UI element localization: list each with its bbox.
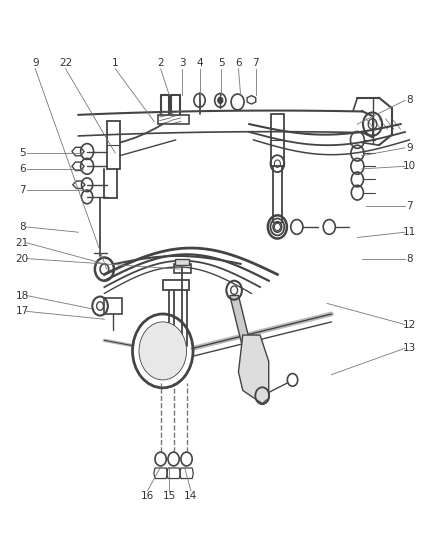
Text: 8: 8 xyxy=(406,95,413,106)
Text: 1: 1 xyxy=(112,59,119,68)
Polygon shape xyxy=(230,295,251,348)
Bar xyxy=(173,264,191,273)
Text: 11: 11 xyxy=(403,227,416,237)
Circle shape xyxy=(218,97,223,103)
Text: 5: 5 xyxy=(218,59,224,68)
Bar xyxy=(175,259,189,265)
Bar xyxy=(104,298,122,314)
Text: 17: 17 xyxy=(16,306,29,316)
Text: 20: 20 xyxy=(16,254,29,264)
Text: 9: 9 xyxy=(406,143,413,153)
Text: 9: 9 xyxy=(32,59,39,68)
Text: 3: 3 xyxy=(179,59,186,68)
Text: 7: 7 xyxy=(19,185,25,195)
Bar xyxy=(163,280,189,290)
Text: 8: 8 xyxy=(19,222,25,232)
Text: 22: 22 xyxy=(59,59,72,68)
Text: 10: 10 xyxy=(403,161,416,171)
Text: 2: 2 xyxy=(157,59,164,68)
Text: 4: 4 xyxy=(196,59,203,68)
Circle shape xyxy=(139,322,187,380)
Text: 21: 21 xyxy=(16,238,29,248)
Text: 16: 16 xyxy=(141,491,154,501)
Text: 18: 18 xyxy=(16,290,29,301)
Polygon shape xyxy=(238,335,269,403)
Text: 8: 8 xyxy=(406,254,413,264)
Text: 7: 7 xyxy=(406,201,413,211)
Text: 14: 14 xyxy=(184,491,198,501)
Text: 5: 5 xyxy=(19,148,25,158)
Text: 12: 12 xyxy=(403,319,416,329)
Text: 7: 7 xyxy=(252,59,259,68)
Text: 15: 15 xyxy=(162,491,176,501)
Text: 6: 6 xyxy=(19,164,25,174)
Bar xyxy=(159,115,189,124)
Bar xyxy=(271,114,284,166)
Text: 6: 6 xyxy=(235,59,242,68)
Text: 13: 13 xyxy=(403,343,416,353)
Bar xyxy=(106,122,120,169)
